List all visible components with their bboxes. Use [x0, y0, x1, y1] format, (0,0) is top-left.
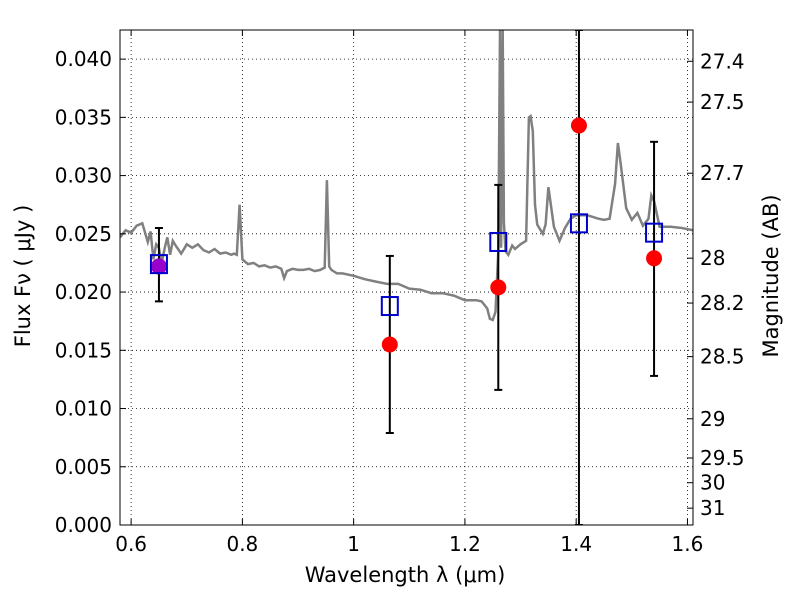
- model-point: [489, 231, 508, 252]
- observed-point: [570, 117, 587, 134]
- y2-tick-label: 28.2: [700, 291, 745, 315]
- plot-frame: [119, 29, 694, 526]
- y2-tick-label: 28.5: [700, 345, 745, 369]
- x-tick-labels: 0.6 0.8 1 1.2 1.4 1.6: [115, 532, 703, 556]
- spectrum-layer: [120, 30, 693, 322]
- x-tick-label: 1.2: [449, 532, 481, 556]
- y2-tick-label: 29.5: [700, 446, 745, 470]
- y2-tick-label: 31: [700, 496, 725, 520]
- y-tick-label: 0.005: [55, 455, 112, 479]
- y-tick-labels: 0.000 0.005 0.010 0.015 0.020 0.025 0.030 0.035…: [55, 47, 112, 537]
- x-axis-label: Wavelength λ (μm): [305, 563, 506, 587]
- observed-point: [490, 279, 507, 296]
- y2-tick-label: 27.7: [700, 161, 745, 185]
- observed-point: [646, 250, 663, 267]
- y2-axis-label: Magnitude (AB): [759, 194, 783, 357]
- x-tick-label: 1.4: [560, 532, 592, 556]
- axis-ticks: [120, 30, 693, 526]
- model-point: [569, 213, 588, 234]
- y-tick-label: 0.000: [55, 513, 112, 537]
- x-tick-label: 0.6: [115, 532, 147, 556]
- model-points: [149, 213, 664, 317]
- model-point: [149, 254, 168, 275]
- grid: [120, 30, 693, 526]
- x-tick-label: 1: [347, 532, 360, 556]
- y2-tick-label: 29: [700, 407, 725, 431]
- observed-point: [150, 258, 167, 275]
- model-point: [380, 296, 399, 317]
- y2-tick-label: 27.4: [700, 49, 745, 73]
- y2-tick-label: 28: [700, 246, 725, 270]
- y2-tick-label: 30: [700, 471, 725, 495]
- y-tick-label: 0.025: [55, 222, 112, 246]
- y-tick-label: 0.030: [55, 164, 112, 188]
- y2-tick-label: 27.5: [700, 90, 745, 114]
- spectrum-line: [120, 30, 693, 322]
- y-tick-label: 0.010: [55, 397, 112, 421]
- y-tick-label: 0.035: [55, 105, 112, 129]
- errorbars: [154, 30, 659, 525]
- observed-points: [150, 117, 663, 353]
- y-tick-label: 0.020: [55, 280, 112, 304]
- y-tick-label: 0.015: [55, 338, 112, 362]
- x-tick-label: 0.8: [226, 532, 258, 556]
- observed-point: [381, 336, 398, 353]
- x-tick-label: 1.6: [672, 532, 704, 556]
- y-axis-label: Flux Fν ( μJy ): [11, 205, 35, 348]
- y-tick-label: 0.040: [55, 47, 112, 71]
- model-point: [645, 222, 664, 243]
